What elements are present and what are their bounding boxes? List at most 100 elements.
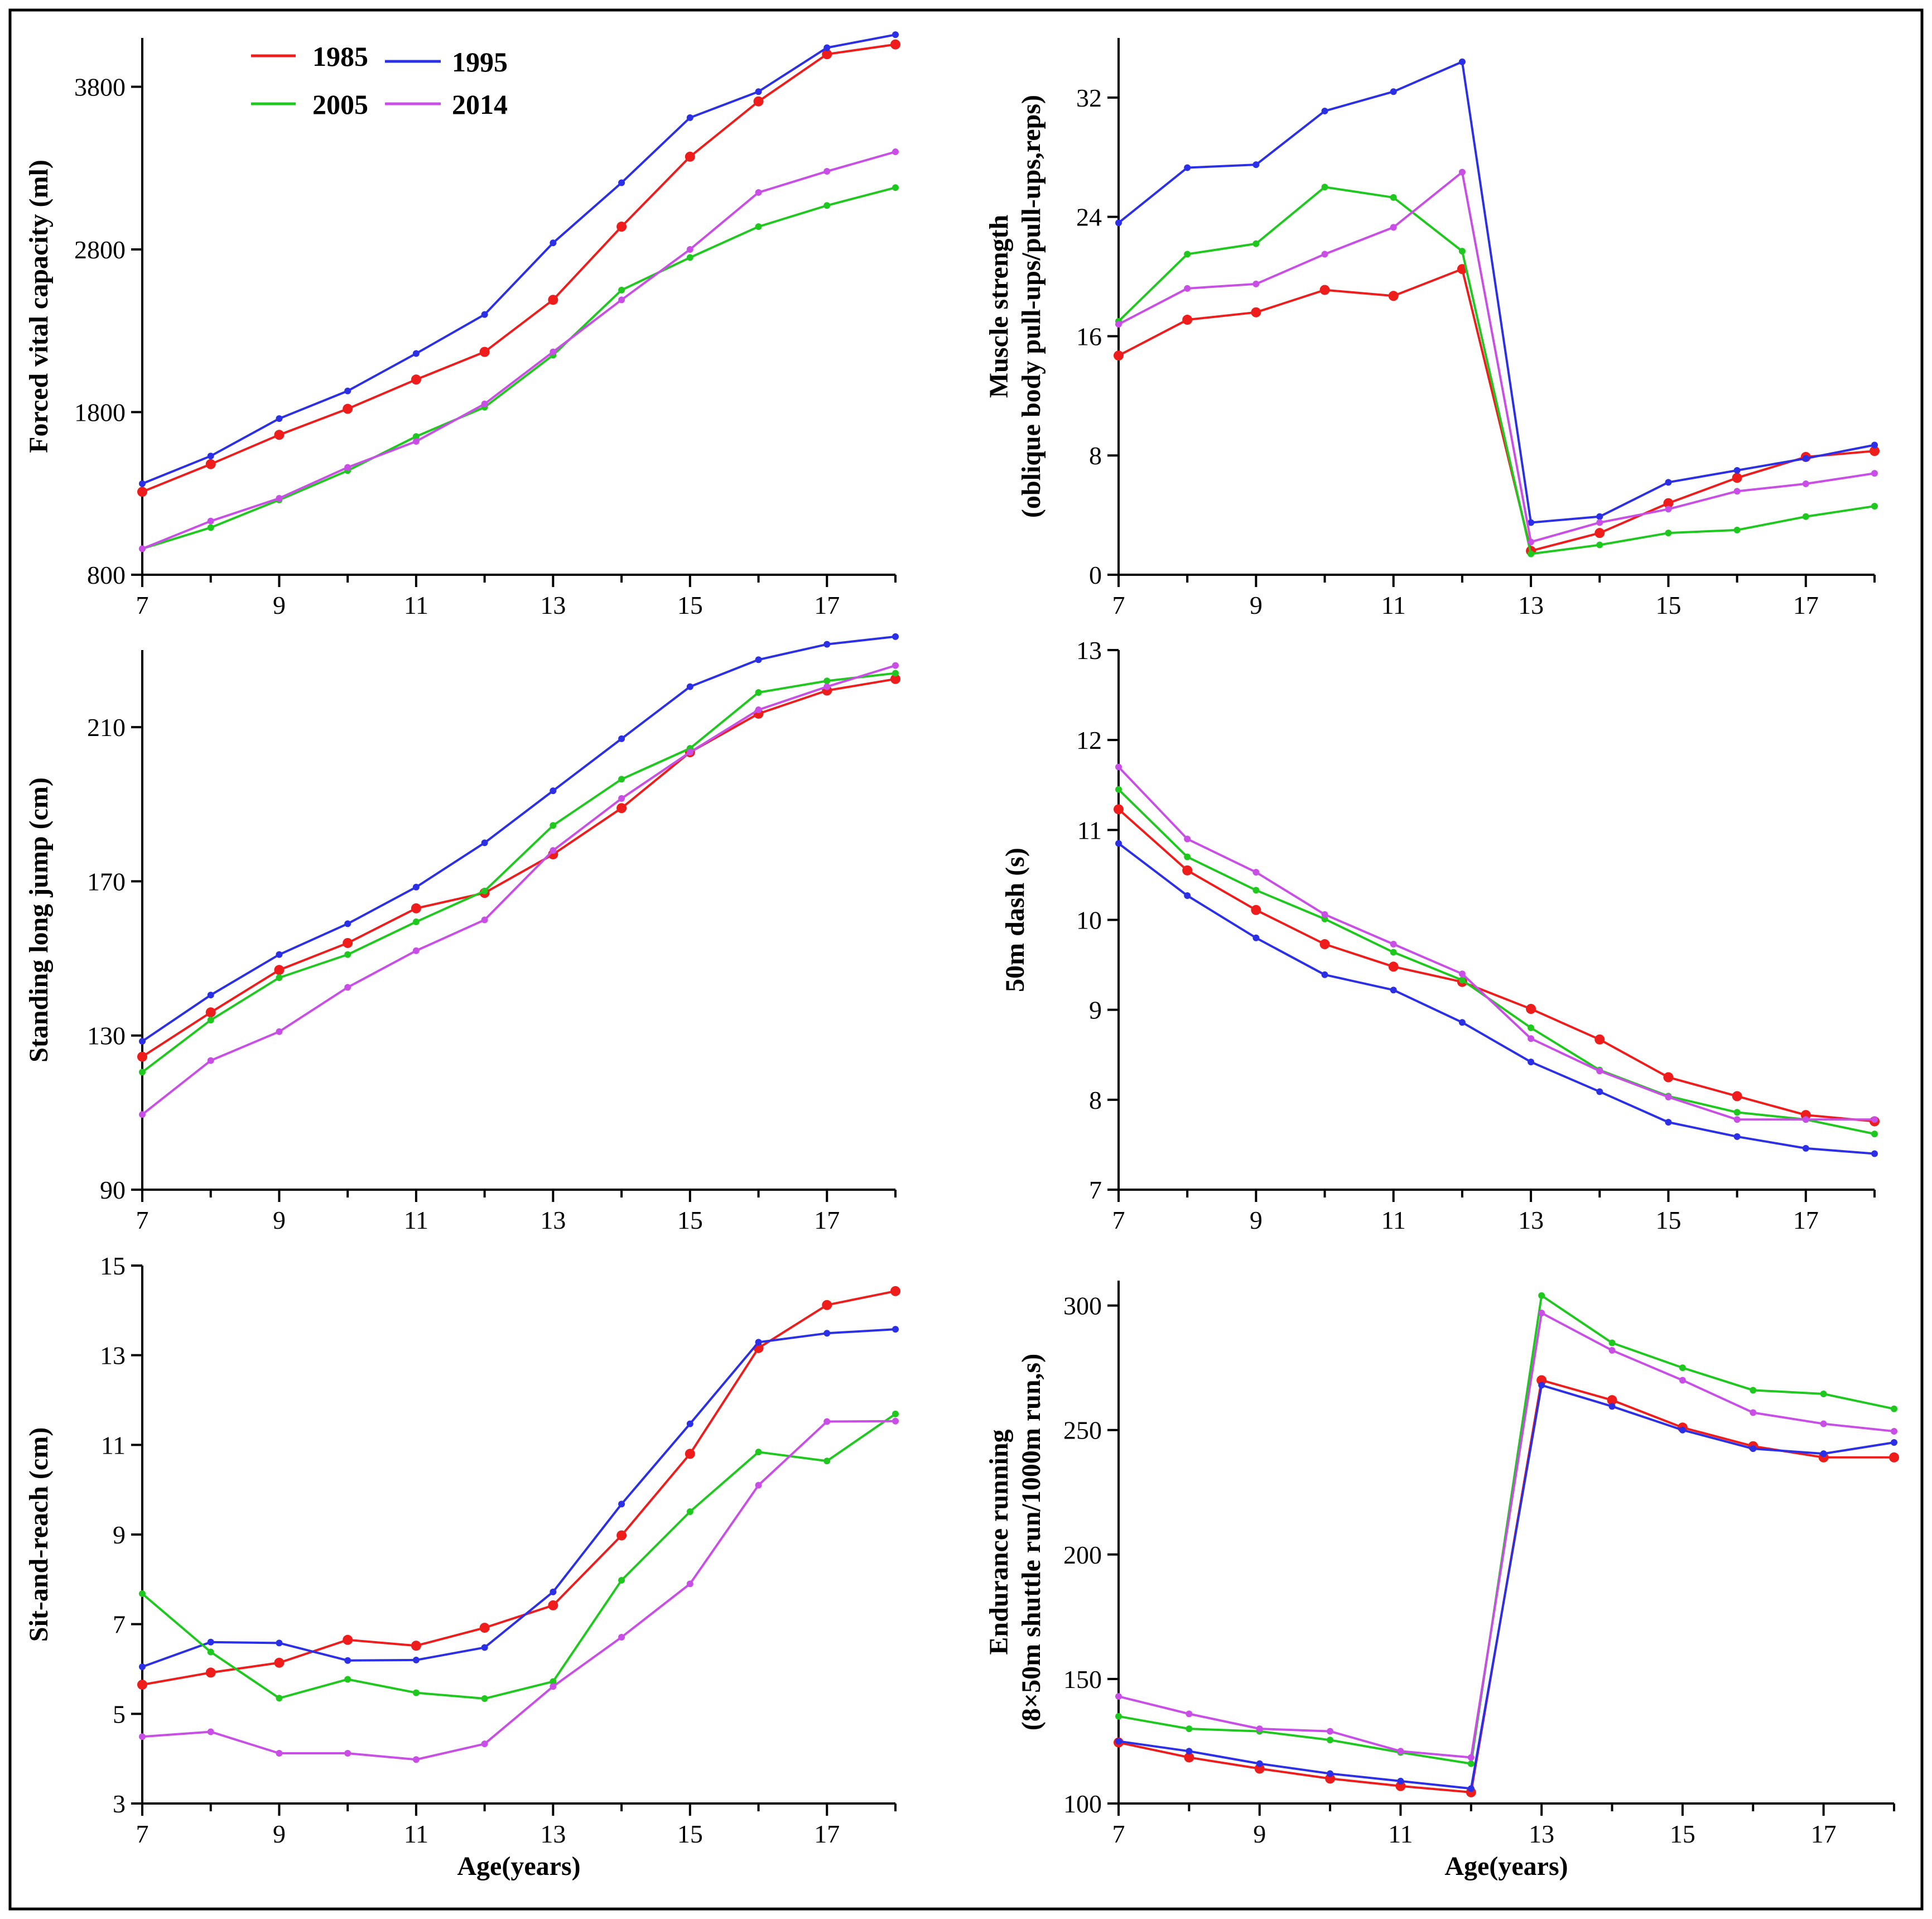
x-tick-label: 17: [814, 1820, 840, 1848]
data-point-2014: [1458, 169, 1466, 176]
y-tick-label: 90: [100, 1176, 126, 1204]
series-line-2005: [1117, 186, 1875, 555]
data-point-2005: [1327, 1737, 1334, 1744]
chart-standing-long-jump: 7 9 11 13 15 17 90 130 170 210 Standing long jump …: [24, 633, 900, 1234]
data-point-1995: [276, 1639, 283, 1647]
data-point-2014: [1115, 321, 1122, 328]
data-point-1995: [1115, 1738, 1122, 1745]
data-point-1985: [616, 803, 627, 814]
y-tick-label: 9: [113, 1521, 126, 1549]
data-point-1985: [1325, 1773, 1336, 1784]
y-axis-title: Standing long jump (cm): [24, 777, 54, 1062]
data-point-1995: [344, 920, 351, 927]
data-point-1995: [755, 656, 762, 663]
data-point-1995: [1733, 466, 1741, 474]
data-point-1985: [753, 96, 764, 107]
data-point-2014: [1871, 470, 1878, 477]
data-point-2005: [1538, 1292, 1545, 1299]
data-point-1995: [1184, 892, 1191, 899]
y-tick-label: 210: [87, 713, 126, 742]
data-point-1995: [139, 1663, 146, 1670]
data-point-2014: [207, 1728, 214, 1735]
data-point-1985: [822, 1300, 832, 1310]
data-point-2005: [1186, 1725, 1193, 1733]
data-point-2014: [550, 348, 557, 355]
y-tick-label: 2800: [74, 235, 126, 264]
data-point-1995: [1390, 88, 1397, 95]
y-tick-label: 10: [1076, 906, 1102, 935]
y-tick-label: 11: [101, 1431, 126, 1459]
data-point-1995: [823, 1330, 831, 1337]
data-point-2005: [1871, 1131, 1878, 1138]
data-point-1995: [618, 1500, 625, 1508]
legend-label-2005: 2005: [312, 89, 368, 120]
y-tick-label: 5: [113, 1700, 126, 1728]
data-point-1985: [1254, 1763, 1265, 1774]
data-point-2005: [755, 689, 762, 696]
data-point-1985: [1889, 1452, 1899, 1463]
data-point-1985: [1663, 498, 1674, 508]
data-point-2005: [892, 1410, 899, 1417]
series-line-1995: [142, 33, 896, 485]
y-axis-title: Sit-and-reach (cm): [24, 1427, 54, 1642]
x-tick-label: 7: [136, 591, 149, 619]
data-point-1995: [412, 350, 420, 357]
data-point-1995: [1390, 987, 1397, 994]
x-tick-label: 17: [1793, 1206, 1819, 1234]
data-point-1985: [1870, 446, 1880, 456]
series-line-2014: [142, 1420, 896, 1761]
data-point-1995: [207, 992, 214, 999]
y-tick-label: 32: [1076, 84, 1102, 112]
data-point-2014: [755, 706, 762, 714]
series-line-1985: [1118, 268, 1875, 552]
x-tick-label: 9: [273, 1206, 286, 1234]
data-point-1985: [343, 937, 353, 948]
data-point-2014: [1458, 970, 1466, 978]
data-point-2005: [1390, 194, 1397, 201]
data-point-1985: [343, 403, 353, 414]
data-point-1995: [1871, 1150, 1878, 1157]
data-point-2014: [276, 1750, 283, 1757]
y-axis-title: (oblique body pull-ups/pull-ups,reps): [1016, 95, 1046, 518]
x-tick-label: 11: [404, 1820, 428, 1848]
data-point-2014: [1528, 538, 1535, 546]
x-tick-label: 15: [677, 1820, 703, 1848]
series-line-2005: [141, 672, 896, 1073]
data-point-2014: [686, 246, 693, 253]
data-point-1995: [1802, 455, 1809, 462]
data-point-2014: [1538, 1310, 1545, 1317]
data-point-2014: [618, 1633, 625, 1641]
data-point-1985: [616, 222, 627, 232]
y-tick-label: 16: [1076, 322, 1102, 350]
data-point-2014: [1596, 1067, 1603, 1075]
data-point-2014: [139, 545, 146, 552]
y-tick-label: 24: [1076, 203, 1102, 232]
data-point-1995: [1327, 1770, 1334, 1777]
data-point-2005: [412, 1689, 420, 1696]
x-axis-title: Age(years): [1444, 1851, 1568, 1881]
chart-muscle-strength: 7 9 11 13 15 17 0 8 16 24 32 Muscle strength (obliqu…: [984, 38, 1880, 619]
data-point-2014: [481, 400, 488, 407]
data-point-2014: [1115, 763, 1122, 771]
data-point-1985: [1607, 1395, 1617, 1406]
series-line-1985: [1117, 808, 1875, 1123]
data-point-2014: [276, 494, 283, 502]
data-point-2014: [618, 795, 625, 802]
x-tick-label: 7: [1112, 1820, 1125, 1848]
y-tick-label: 200: [1063, 1541, 1102, 1569]
data-point-2005: [1467, 1760, 1475, 1767]
data-point-2005: [1596, 541, 1603, 549]
data-point-2014: [1665, 1093, 1672, 1100]
data-point-2014: [207, 1057, 214, 1064]
data-point-1995: [1538, 1382, 1545, 1389]
data-point-2014: [139, 1733, 146, 1740]
y-tick-label: 3800: [74, 73, 126, 101]
data-point-1995: [1184, 164, 1191, 171]
data-point-1995: [1891, 1439, 1897, 1446]
data-point-1995: [1467, 1785, 1475, 1792]
data-point-2005: [618, 286, 625, 294]
data-point-1995: [276, 951, 283, 958]
data-point-1985: [1184, 1752, 1194, 1763]
data-point-1995: [207, 1638, 214, 1646]
data-point-2005: [823, 202, 831, 209]
